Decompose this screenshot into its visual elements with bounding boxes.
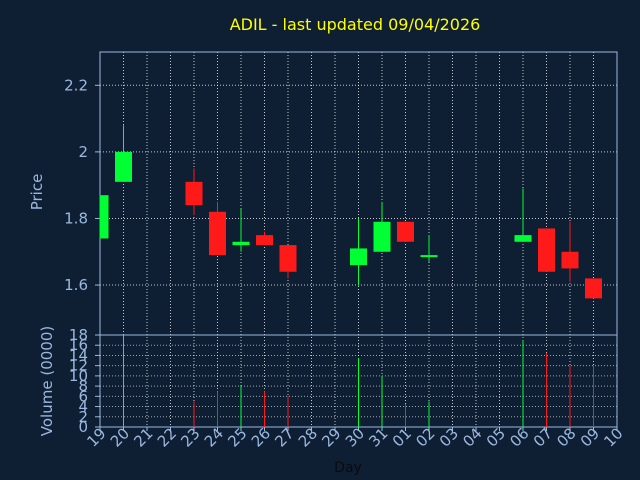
candle-body <box>420 255 438 258</box>
volume-tick-label: 2 <box>78 408 88 426</box>
chart-title: ADIL - last updated 09/04/2026 <box>230 15 481 34</box>
volume-tick-label: 6 <box>78 387 88 405</box>
candle-body <box>585 278 602 299</box>
volume-tick-label: 16 <box>69 336 88 354</box>
candle-body <box>279 245 297 272</box>
candle-body <box>115 151 132 182</box>
candle-body <box>185 181 203 206</box>
price-tick-label: 1.6 <box>64 276 88 294</box>
candle-body <box>538 228 555 272</box>
volume-axis-label: Volume (0000) <box>38 326 56 436</box>
price-tick-label: 2.2 <box>64 76 88 94</box>
candle-body <box>209 211 226 256</box>
price-panel: 1.6 1.8 2 2.2 <box>64 51 618 427</box>
volume-tick-label: 18 <box>69 326 88 344</box>
volume-tick-label: 10 <box>69 367 88 385</box>
candle-body <box>232 241 250 246</box>
volume-tick-label: 14 <box>69 346 88 364</box>
candle-body <box>100 195 109 239</box>
candle-body <box>397 221 414 242</box>
candle-body <box>350 248 367 266</box>
candle-body <box>256 235 273 246</box>
volume-tick-label: 12 <box>69 357 88 375</box>
volume-tick-label: 0 <box>78 418 88 436</box>
candle-body <box>373 221 391 252</box>
candle-body <box>561 251 579 269</box>
volume-tick-label: 8 <box>78 377 88 395</box>
price-axis-label: Price <box>28 174 46 211</box>
price-tick-label: 2 <box>78 143 88 161</box>
x-axis-label: Day <box>334 460 362 476</box>
price-tick-label: 1.8 <box>64 209 88 227</box>
x-axis: 1920212223242526272829303101020304050607… <box>83 424 626 450</box>
volume-tick-label: 4 <box>78 398 88 416</box>
candle-body <box>514 235 532 242</box>
